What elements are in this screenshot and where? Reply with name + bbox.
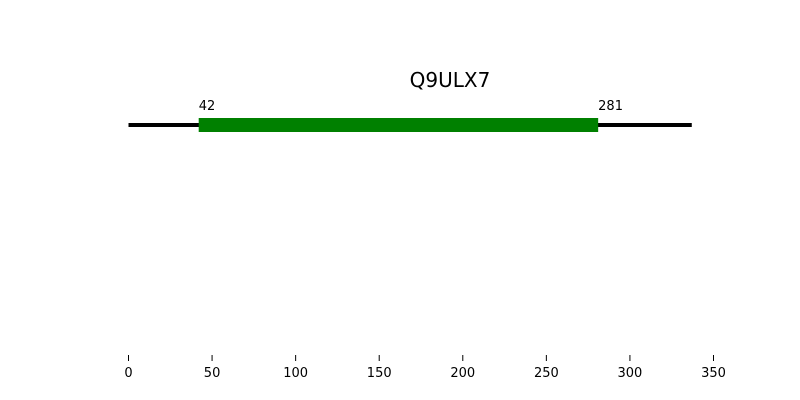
x-tick-label: 250	[534, 366, 559, 381]
x-axis: 0 50 100 150 200 250 300 350	[124, 355, 726, 381]
domain-layer: 42 281	[198, 99, 623, 132]
domain-end-label: 281	[598, 99, 623, 114]
x-tick-label: 350	[701, 366, 726, 381]
protein-title: Q9ULX7	[410, 68, 491, 92]
domain-bar	[198, 118, 599, 132]
x-tick-label: 150	[367, 366, 392, 381]
domain-start-label: 42	[199, 99, 216, 114]
x-tick-label: 300	[618, 366, 643, 381]
x-tick-label: 50	[204, 366, 221, 381]
x-tick-label: 200	[450, 366, 475, 381]
x-tick-label: 0	[124, 366, 132, 381]
x-tick-label: 100	[283, 366, 308, 381]
